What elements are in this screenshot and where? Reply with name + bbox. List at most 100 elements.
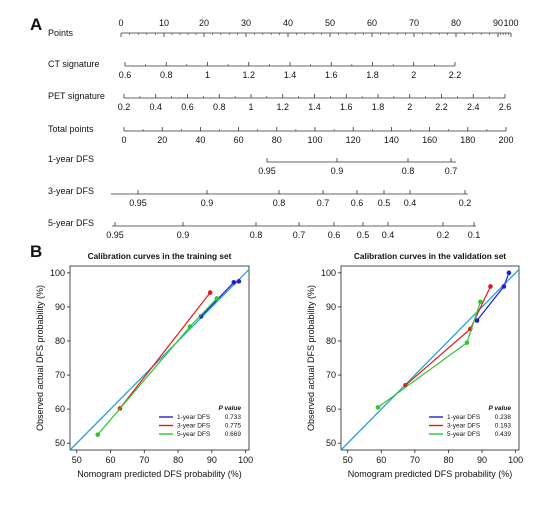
nomogram-tick-label: 140 bbox=[384, 135, 399, 145]
series-1-year-dfs bbox=[198, 279, 242, 319]
x-tick-label: 70 bbox=[139, 455, 149, 465]
nomogram-tick-label: 0.9 bbox=[331, 166, 344, 176]
legend-pvalue: 0.439 bbox=[495, 431, 512, 438]
nomogram-tick-label: 70 bbox=[409, 18, 419, 28]
nomogram-tick-label: 2.2 bbox=[435, 102, 448, 112]
nomogram-tick-label: 0.6 bbox=[119, 70, 132, 80]
nomogram-tick-label: 10 bbox=[159, 18, 169, 28]
x-tick-label: 50 bbox=[343, 455, 353, 465]
x-axis-label: Nomogram predicted DFS probability (%) bbox=[348, 469, 513, 479]
legend-label: 1-year DFS bbox=[177, 414, 211, 421]
x-tick-label: 50 bbox=[72, 455, 82, 465]
nomogram-tick-label: 0.9 bbox=[201, 198, 214, 208]
x-tick-label: 90 bbox=[477, 455, 487, 465]
nomogram-tick-label: 0.2 bbox=[459, 198, 472, 208]
nomogram-tick-label: 0.7 bbox=[317, 198, 330, 208]
nomogram-tick-label: 0.4 bbox=[382, 230, 395, 240]
nomogram-tick-label: 0.7 bbox=[293, 230, 306, 240]
nomogram-row-pet-signature: PET signature 0.2 0.4 0.6 0.8 1 1.2 1.4 1.6 1.8 2 2… bbox=[48, 91, 511, 112]
nomogram-tick-label: 0.6 bbox=[181, 102, 194, 112]
nomogram-tick-label: 1.2 bbox=[276, 102, 289, 112]
legend-pvalue: 0.775 bbox=[225, 423, 242, 430]
series-5-year-dfs bbox=[375, 299, 483, 410]
nomogram-tick-label: 0.8 bbox=[213, 102, 226, 112]
nomogram-tick-label: 80 bbox=[272, 135, 282, 145]
nomogram-tick-label: 20 bbox=[157, 135, 167, 145]
nomogram-row-label: CT signature bbox=[48, 59, 99, 69]
chart-title: Calibration curves in the validation set bbox=[354, 251, 506, 261]
nomogram-tick-label: 0.9 bbox=[177, 230, 190, 240]
y-tick-label: 80 bbox=[326, 336, 336, 346]
plot-frame bbox=[69, 265, 250, 451]
nomogram-tick-label: 20 bbox=[199, 18, 209, 28]
nomogram-tick-label: 0.8 bbox=[160, 70, 173, 80]
legend-pvalue: 0.733 bbox=[225, 414, 242, 421]
nomogram-tick-label: 2 bbox=[407, 102, 412, 112]
nomogram-tick-label: 100 bbox=[307, 135, 322, 145]
nomogram-tick-label: 100 bbox=[503, 18, 518, 28]
nomogram-tick-label: 40 bbox=[195, 135, 205, 145]
data-point bbox=[375, 405, 381, 410]
legend-label: 3-year DFS bbox=[447, 423, 481, 430]
nomogram-tick-label: 40 bbox=[283, 18, 293, 28]
legend-label: 5-year DFS bbox=[177, 431, 211, 438]
data-point bbox=[214, 296, 220, 301]
nomogram-tick-label: 2.4 bbox=[467, 102, 480, 112]
series-5-year-dfs bbox=[95, 296, 220, 437]
y-tick-label: 80 bbox=[55, 336, 65, 346]
nomogram-tick-label: 0.1 bbox=[468, 230, 481, 240]
nomogram-tick-label: 0.8 bbox=[273, 198, 286, 208]
pvalue-header: P value bbox=[218, 405, 241, 412]
series-3-year-dfs bbox=[403, 284, 493, 388]
x-tick-label: 100 bbox=[508, 455, 523, 465]
nomogram-row-label: 5-year DFS bbox=[48, 218, 94, 228]
reference-line bbox=[340, 268, 520, 451]
nomogram-row-label: PET signature bbox=[48, 91, 105, 101]
y-axis-label: Observed actual DFS probability (%) bbox=[306, 285, 316, 431]
legend-label: 1-year DFS bbox=[447, 414, 481, 421]
y-tick-label: 50 bbox=[326, 438, 336, 448]
data-point bbox=[95, 432, 100, 437]
legend-pvalue: 0.193 bbox=[495, 423, 512, 430]
nomogram-tick-label: 0.6 bbox=[328, 230, 341, 240]
nomogram-tick-label: 1.6 bbox=[325, 70, 338, 80]
y-tick-label: 60 bbox=[326, 404, 336, 414]
data-point bbox=[198, 314, 204, 319]
nomogram-tick-label: 2.2 bbox=[449, 70, 462, 80]
nomogram-tick-label: 1.2 bbox=[242, 70, 255, 80]
nomogram-row-5-year-dfs: 5-year DFS 0.95 0.9 0.8 0.7 0.6 0.5 0.4 0.2 0.1 bbox=[48, 218, 480, 240]
series-line bbox=[405, 286, 492, 386]
x-tick-label: 90 bbox=[207, 455, 217, 465]
nomogram-tick-label: 1.8 bbox=[366, 70, 379, 80]
nomogram-tick-label: 0.4 bbox=[404, 198, 417, 208]
nomogram-tick-label: 60 bbox=[234, 135, 244, 145]
nomogram-row-label: 1-year DFS bbox=[48, 154, 94, 164]
x-tick-label: 100 bbox=[238, 455, 253, 465]
nomogram-row-label: Total points bbox=[48, 124, 94, 134]
data-point bbox=[464, 340, 470, 345]
panel-b-label: B bbox=[30, 242, 42, 261]
data-point bbox=[187, 324, 193, 329]
data-point bbox=[478, 299, 483, 305]
panel-a-label: A bbox=[30, 15, 42, 34]
nomogram-tick-label: 0.5 bbox=[357, 230, 370, 240]
chart-title: Calibration curves in the training set bbox=[88, 251, 232, 261]
y-tick-label: 90 bbox=[326, 302, 336, 312]
nomogram-tick-label: 2.6 bbox=[499, 102, 512, 112]
nomogram-tick-label: 0 bbox=[118, 18, 123, 28]
nomogram-tick-label: 1.4 bbox=[284, 70, 297, 80]
y-tick-label: 100 bbox=[321, 268, 336, 278]
nomogram-row-3-year-dfs: 3-year DFS 0.95 0.9 0.8 0.7 0.6 0.5 0.4 0.2 bbox=[48, 186, 471, 208]
x-tick-label: 60 bbox=[376, 455, 386, 465]
reference-line bbox=[69, 268, 250, 451]
legend-pvalue: 0.669 bbox=[225, 431, 242, 438]
y-tick-label: 100 bbox=[50, 268, 65, 278]
nomogram-tick-label: 90 bbox=[493, 18, 503, 28]
nomogram-tick-label: 0.95 bbox=[129, 198, 147, 208]
y-axis-label: Observed actual DFS probability (%) bbox=[35, 285, 45, 431]
y-tick-label: 60 bbox=[55, 404, 65, 414]
nomogram-tick-label: 1 bbox=[248, 102, 253, 112]
nomogram-tick-label: 200 bbox=[498, 135, 513, 145]
nomogram-tick-label: 0.2 bbox=[437, 230, 450, 240]
nomogram-tick-label: 1.6 bbox=[340, 102, 353, 112]
